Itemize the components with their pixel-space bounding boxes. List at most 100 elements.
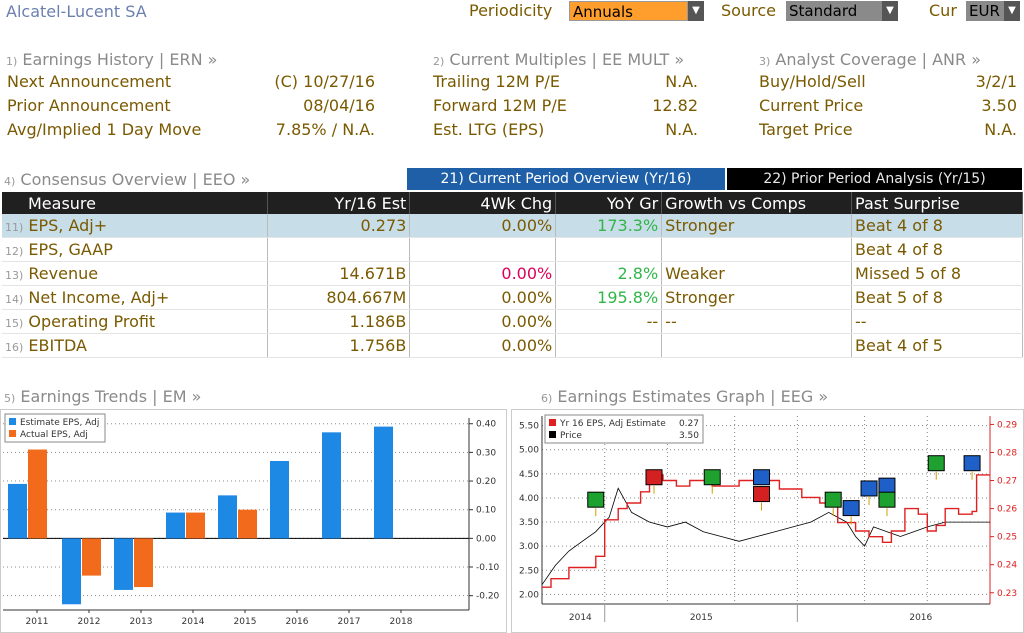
table-row[interactable]: 11) EPS, Adj+ 0.273 0.00% 173.3% Stronge… bbox=[2, 214, 1023, 238]
surprise-cell: Beat 4 of 8 bbox=[851, 214, 1023, 238]
yoy-cell: 173.3% bbox=[555, 214, 663, 238]
estimate-cell: 804.667M bbox=[267, 285, 411, 310]
currency-dropdown[interactable]: EUR bbox=[966, 1, 1004, 21]
estimate-marker bbox=[703, 469, 721, 486]
estimate-cell: 14.671B bbox=[267, 261, 411, 286]
column-header[interactable]: Growth vs Comps bbox=[661, 192, 853, 214]
surprise-cell: Beat 4 of 5 bbox=[851, 333, 1023, 358]
y-tick-label-right: 0.24 bbox=[997, 561, 1017, 571]
y-tick-label-left: 5.50 bbox=[519, 422, 539, 432]
chart-legend: Yr 16 EPS, Adj Estimate 0.27 Price 3.50 bbox=[544, 414, 704, 444]
surprise-cell: Beat 5 of 8 bbox=[851, 285, 1023, 310]
legend-label: Estimate EPS, Adj bbox=[20, 418, 99, 428]
y-tick-label-left: 3.50 bbox=[519, 518, 539, 528]
list-item: Prior Announcement 08/04/16 bbox=[7, 96, 375, 115]
consensus-table: Measure Yr/16 Est 4Wk Chg YoY Gr Growth … bbox=[2, 192, 1023, 358]
x-tick-label: 2013 bbox=[130, 617, 153, 627]
source-dropdown[interactable]: Standard bbox=[786, 1, 882, 21]
table-row[interactable]: 13) Revenue 14.671B 0.00% 2.8% Weaker Mi… bbox=[2, 261, 1023, 286]
yoy-cell bbox=[555, 333, 663, 358]
estimate-bar bbox=[62, 538, 81, 605]
measure-cell: 11) EPS, Adj+ bbox=[2, 214, 269, 238]
estimate-marker bbox=[824, 491, 842, 508]
periodicity-dropdown[interactable]: Annuals bbox=[569, 1, 688, 21]
estimate-cell: 1.186B bbox=[267, 309, 411, 334]
chevron-down-icon[interactable]: ▼ bbox=[1004, 1, 1020, 21]
legend-value: 3.50 bbox=[679, 431, 699, 441]
surprise-cell: Beat 4 of 8 bbox=[851, 237, 1023, 262]
table-row[interactable]: 14) Net Income, Adj+ 804.667M 0.00% 195.… bbox=[2, 285, 1023, 310]
estimate-bar bbox=[270, 460, 289, 539]
legend-swatch bbox=[9, 418, 16, 425]
x-tick-label: 2014 bbox=[182, 617, 205, 627]
estimate-bar bbox=[8, 483, 27, 539]
legend-label: Actual EPS, Adj bbox=[20, 430, 88, 440]
estimate-cell: 1.756B bbox=[267, 333, 411, 358]
measure-cell: 14) Net Income, Adj+ bbox=[2, 285, 269, 310]
chevron-down-icon[interactable]: ▼ bbox=[882, 1, 898, 21]
y-tick-label: 0.00 bbox=[476, 534, 496, 544]
estimate-bar bbox=[166, 512, 185, 539]
change-cell: 0.00% bbox=[409, 309, 557, 334]
legend-label: Price bbox=[560, 431, 582, 441]
list-item: Avg/Implied 1 Day Move 7.85% / N.A. bbox=[7, 120, 375, 139]
current-multiples-title[interactable]: 2) Current Multiples | EE MULT » bbox=[433, 50, 685, 69]
consensus-title[interactable]: 4) Consensus Overview | EEO » bbox=[4, 170, 251, 189]
column-header[interactable]: 4Wk Chg bbox=[409, 192, 557, 214]
legend-swatch bbox=[549, 431, 556, 438]
measure-cell: 12) EPS, GAAP bbox=[2, 237, 269, 262]
yoy-cell: 2.8% bbox=[555, 261, 663, 286]
surprise-cell: Missed 5 of 8 bbox=[851, 261, 1023, 286]
earnings-graph-title[interactable]: 6) Earnings Estimates Graph | EEG » bbox=[541, 387, 829, 406]
estimate-bar bbox=[322, 432, 341, 539]
estimate-bar bbox=[374, 426, 393, 539]
estimate-marker bbox=[878, 477, 896, 494]
x-tick-label: 2016 bbox=[286, 617, 309, 627]
analyst-coverage-list: Buy/Hold/Sell 3/2/1 Current Price 3.50 T… bbox=[759, 72, 1017, 144]
earnings-trends-chart: 0.40 0.30 0.20 0.10 0.00 -0.10 -0.20 2011 2012 20… bbox=[0, 409, 507, 633]
y-tick-label-right: 0.25 bbox=[997, 533, 1017, 543]
table-row[interactable]: 15) Operating Profit 1.186B 0.00% -- -- … bbox=[2, 309, 1023, 334]
column-header[interactable]: YoY Gr bbox=[555, 192, 663, 214]
measure-cell: 13) Revenue bbox=[2, 261, 269, 286]
comps-cell bbox=[661, 333, 853, 358]
y-tick-label: 0.40 bbox=[476, 420, 496, 430]
surprise-cell: -- bbox=[851, 309, 1023, 334]
currency-label: Cur bbox=[929, 1, 957, 20]
earnings-estimates-chart: 5.50 5.00 4.50 4.00 3.50 3.00 2.50 2.00 0.29 0.28… bbox=[511, 409, 1024, 633]
earnings-trends-title[interactable]: 5) Earnings Trends | EM » bbox=[4, 387, 202, 406]
y-tick-label-left: 4.50 bbox=[519, 470, 539, 480]
table-row[interactable]: 16) EBITDA 1.756B 0.00% Beat 4 of 5 bbox=[2, 333, 1023, 358]
y-tick-label-left: 2.00 bbox=[519, 590, 539, 600]
y-tick-label-right: 0.29 bbox=[997, 420, 1017, 430]
column-header[interactable]: Past Surprise bbox=[851, 192, 1023, 214]
x-tick-label: 2016 bbox=[909, 613, 932, 623]
y-tick-label: 0.20 bbox=[476, 477, 496, 487]
analyst-coverage-title[interactable]: 3) Analyst Coverage | ANR » bbox=[759, 50, 982, 69]
chevron-down-icon[interactable]: ▼ bbox=[688, 1, 704, 21]
y-tick-label: -0.20 bbox=[476, 592, 500, 602]
security-title: Alcatel-Lucent SA bbox=[6, 2, 147, 21]
x-tick-label: 2011 bbox=[26, 617, 49, 627]
yoy-cell: 195.8% bbox=[555, 285, 663, 310]
estimate-cell bbox=[267, 237, 411, 262]
estimate-marker bbox=[963, 455, 981, 472]
tab-prior-period[interactable]: 22) Prior Period Analysis (Yr/15) bbox=[727, 168, 1022, 190]
comps-cell bbox=[661, 237, 853, 262]
legend-value: 0.27 bbox=[679, 419, 699, 429]
table-row[interactable]: 12) EPS, GAAP Beat 4 of 8 bbox=[2, 237, 1023, 262]
earnings-history-list: Next Announcement (C) 10/27/16 Prior Ann… bbox=[7, 72, 375, 144]
tab-current-period[interactable]: 21) Current Period Overview (Yr/16) bbox=[407, 168, 725, 190]
column-header[interactable]: Yr/16 Est bbox=[267, 192, 411, 214]
legend-label: Yr 16 EPS, Adj Estimate bbox=[559, 419, 666, 429]
earnings-history-title[interactable]: 1) Earnings History | ERN » bbox=[6, 50, 218, 69]
estimate-marker bbox=[753, 469, 771, 486]
change-cell: 0.00% bbox=[409, 285, 557, 310]
actual-bar bbox=[186, 512, 205, 539]
column-header[interactable]: Measure bbox=[2, 192, 269, 214]
y-tick-label-left: 3.00 bbox=[519, 542, 539, 552]
estimate-bar bbox=[218, 495, 237, 539]
estimate-marker bbox=[927, 455, 945, 472]
change-cell: 0.00% bbox=[409, 261, 557, 286]
comps-cell: Weaker bbox=[661, 261, 853, 286]
